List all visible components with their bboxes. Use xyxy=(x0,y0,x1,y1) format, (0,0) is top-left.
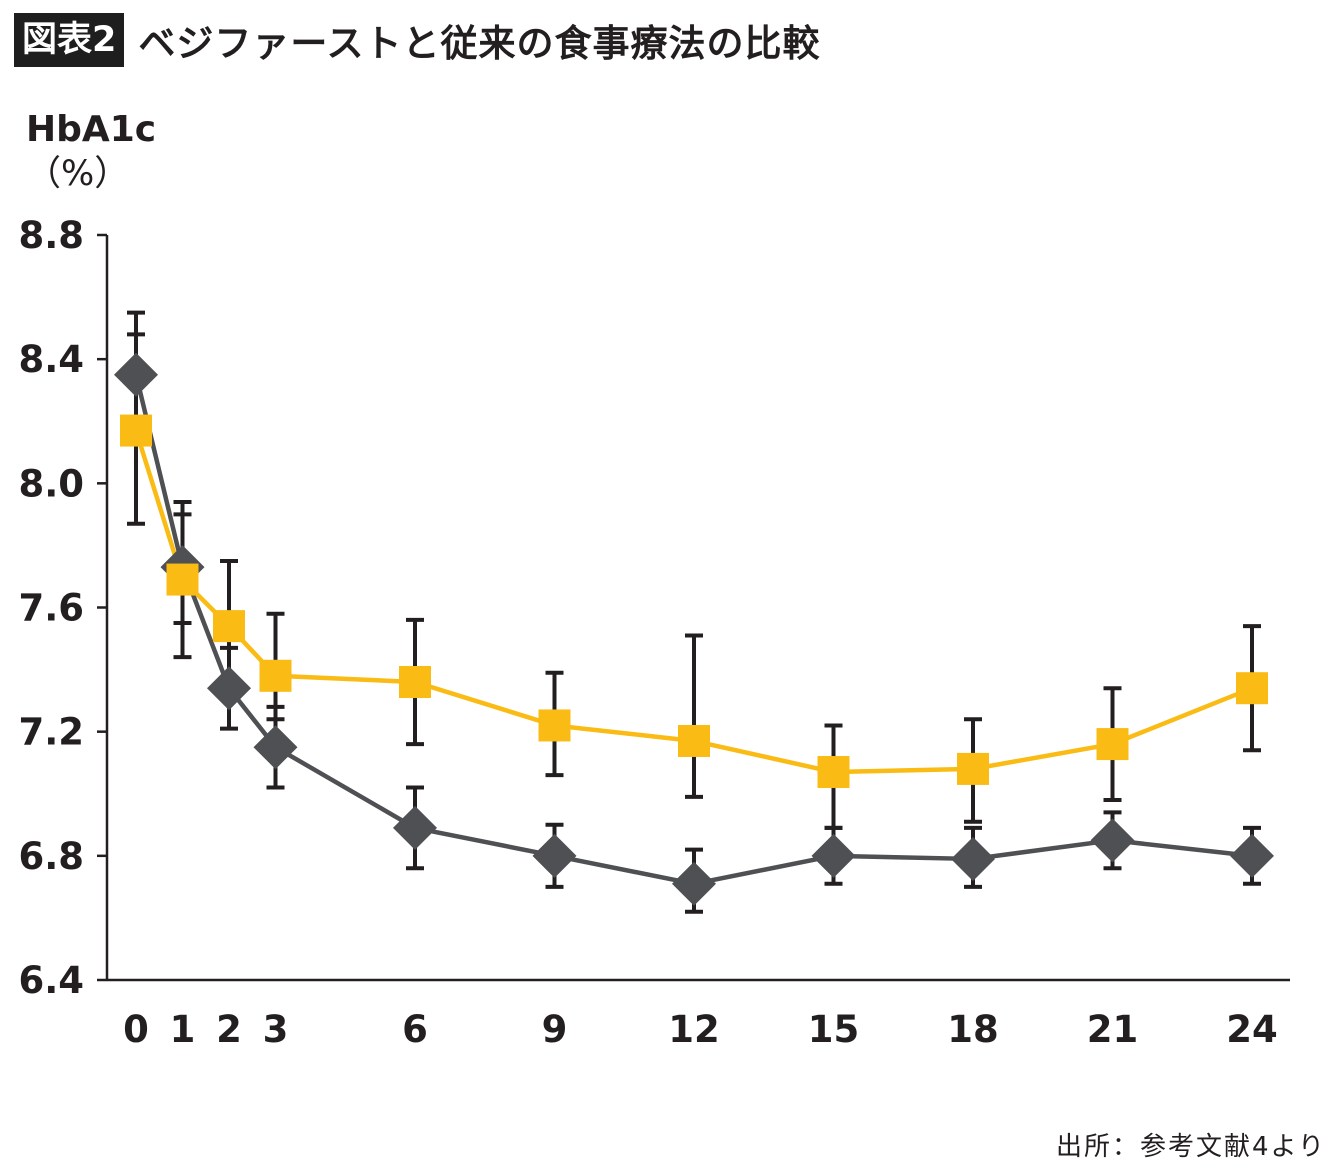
gray-diamond-marker xyxy=(1090,818,1135,863)
gray-diamond-marker xyxy=(811,833,856,878)
chart-title: ベジファーストと従来の食事療法の比較 xyxy=(138,22,821,65)
y-tick-label: 6.4 xyxy=(18,959,84,1002)
gray-diamond-marker xyxy=(114,352,158,397)
x-tick-label: 3 xyxy=(263,1008,289,1051)
x-tick-label: 0 xyxy=(123,1008,149,1051)
gray-diamond-marker xyxy=(1230,833,1274,878)
yellow-square-marker xyxy=(678,724,710,757)
x-tick-label: 24 xyxy=(1226,1008,1278,1051)
y-tick-label: 7.6 xyxy=(18,587,84,630)
gray-series-line xyxy=(133,374,1253,887)
gray-diamond-marker xyxy=(951,836,995,881)
yellow-square-marker xyxy=(1236,672,1268,705)
gray-diamond-marker xyxy=(672,861,716,906)
gray-diamond-marker xyxy=(253,725,298,770)
chart-title-row: 図表2 ベジファーストと従来の食事療法の比較 xyxy=(14,12,821,68)
yellow-square-marker xyxy=(1096,728,1129,761)
yellow-square-marker xyxy=(259,659,292,692)
y-axis-label: HbA1c （%） xyxy=(26,108,156,196)
yellow-square-marker xyxy=(817,756,850,789)
yellow-square-marker xyxy=(120,414,152,447)
y-tick-label: 8.4 xyxy=(18,338,84,381)
x-tick-label: 21 xyxy=(1087,1008,1139,1051)
gray-diamond-marker xyxy=(207,666,251,711)
y-axis-label-name: HbA1c xyxy=(26,109,157,150)
y-tick-label: 7.2 xyxy=(18,711,84,754)
figure-number-badge: 図表2 xyxy=(14,13,125,67)
yellow-square-marker xyxy=(399,666,431,698)
gray-diamond-marker xyxy=(532,833,577,878)
y-axis-label-unit: （%） xyxy=(26,154,130,194)
x-tick-label: 18 xyxy=(947,1008,999,1051)
y-tick-label: 8.8 xyxy=(18,214,84,257)
x-tick-label: 2 xyxy=(216,1008,242,1051)
y-tick-label: 6.8 xyxy=(18,835,84,878)
yellow-square-marker xyxy=(166,563,199,596)
x-tick-label: 6 xyxy=(402,1008,428,1051)
y-tick-label: 8.0 xyxy=(18,462,84,505)
x-tick-label: 15 xyxy=(808,1008,860,1051)
source-note: 出所：参考文献4より xyxy=(1055,1132,1326,1162)
yellow-square-marker xyxy=(957,752,989,785)
yellow-square-marker xyxy=(538,709,571,742)
yellow-square-marker xyxy=(213,610,245,643)
x-tick-label: 1 xyxy=(170,1008,196,1051)
gray-diamond-marker xyxy=(393,805,437,850)
x-tick-label: 12 xyxy=(668,1008,720,1051)
x-tick-label: 9 xyxy=(542,1008,568,1051)
